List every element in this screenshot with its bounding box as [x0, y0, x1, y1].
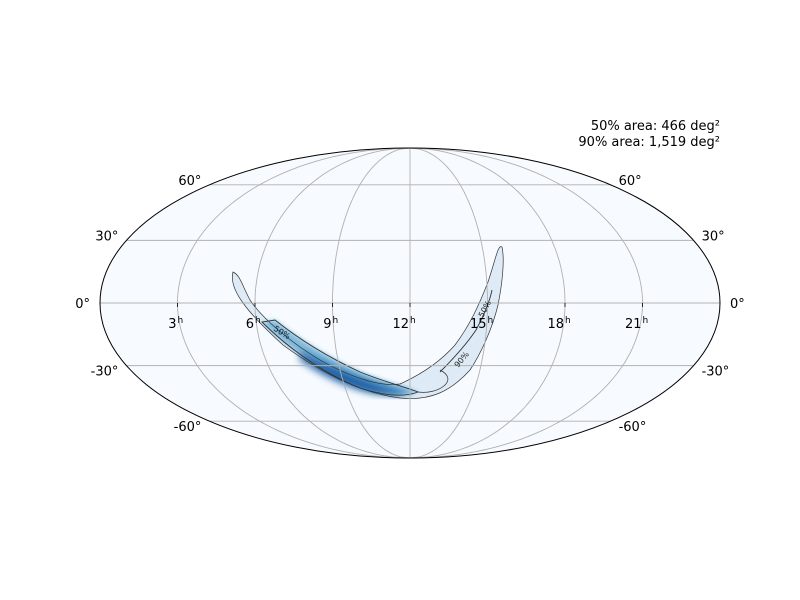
ra-tick-label: 15 — [470, 317, 487, 332]
ra-unit-label: h — [643, 316, 649, 326]
ra-unit-label: h — [255, 316, 261, 326]
ra-tick-label: 18 — [547, 317, 564, 332]
dec-tick-label-right: 30° — [702, 229, 725, 244]
probability-band-mid — [262, 320, 418, 396]
dec-tick-labels: 60° 60° 30° 30° 0° 0° -30° -30° -60° -60° — [75, 174, 745, 435]
ra-unit-label: h — [333, 316, 339, 326]
ra-unit-label: h — [488, 316, 494, 326]
ra-tick-label: 3 — [168, 317, 176, 332]
ra-unit-label: h — [410, 316, 416, 326]
dec-tick-label-right: 60° — [619, 174, 642, 189]
dec-tick-label-left: 0° — [75, 297, 90, 312]
ra-tick-label: 6 — [246, 317, 254, 332]
ra-tick-labels: 21 h18 h15 h12 h9 h6 h3 h — [168, 316, 648, 332]
ra-tick-label: 12 — [392, 317, 409, 332]
dec-tick-label-right: -60° — [619, 420, 647, 435]
contour-90-tail — [417, 369, 448, 393]
dec-tick-label-left: 30° — [95, 229, 118, 244]
dec-tick-label-right: -30° — [702, 365, 730, 380]
dec-tick-label-right: 0° — [730, 297, 745, 312]
ra-unit-label: h — [178, 316, 184, 326]
dec-tick-label-left: -30° — [91, 365, 119, 380]
ra-tick-label: 9 — [323, 317, 331, 332]
ra-unit-label: h — [565, 316, 571, 326]
ra-tick-label: 21 — [625, 317, 642, 332]
ra-ticks — [177, 303, 643, 307]
dec-tick-label-left: -60° — [174, 420, 202, 435]
contour-50-east — [439, 289, 493, 373]
area-90-annotation: 90% area: 1,519 deg² — [578, 135, 720, 150]
dec-tick-label-left: 60° — [178, 174, 201, 189]
area-50-annotation: 50% area: 466 deg² — [590, 119, 720, 134]
sky-outline — [99, 147, 721, 459]
